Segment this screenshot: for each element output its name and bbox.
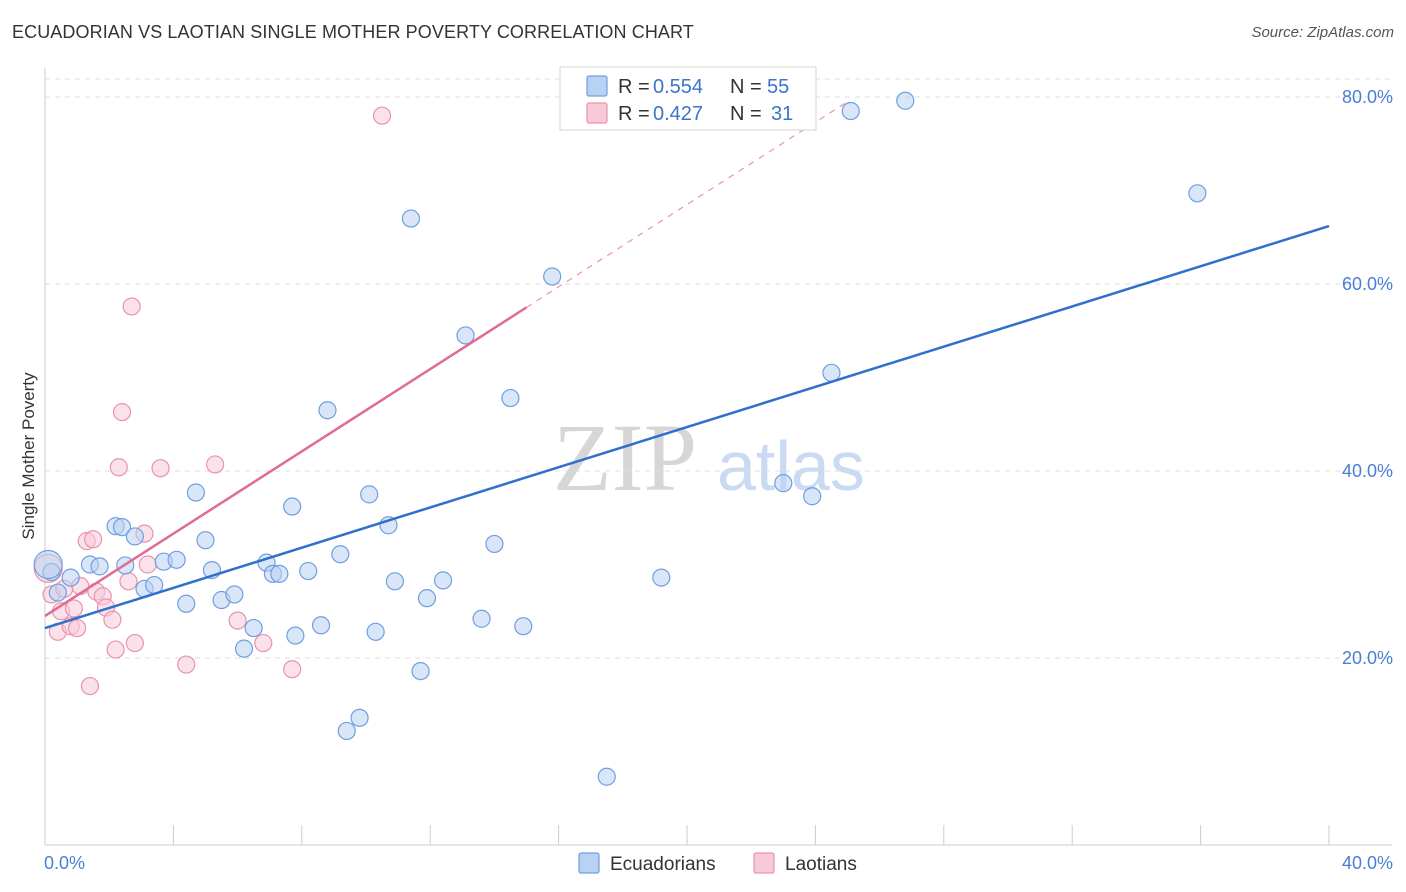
- source-credit: Source: ZipAtlas.com: [1251, 24, 1394, 41]
- ecuadorian-point-49: [803, 487, 822, 506]
- bottom-legend-label-laotians: Laotians: [785, 854, 857, 875]
- legend-r-label-2: R =: [618, 103, 650, 125]
- ecuadorian-point-53: [1188, 184, 1207, 203]
- x-tick-label-max: 40.0%: [1342, 853, 1393, 873]
- y-tick-label-20: 20.0%: [1342, 648, 1393, 668]
- ecuadorian-point-44: [514, 617, 533, 636]
- ecuadorian-point-33: [366, 622, 385, 641]
- ecuadorian-point-41: [472, 609, 491, 628]
- y-tick-label-40: 40.0%: [1342, 461, 1393, 481]
- ecuadorian-point-47: [652, 568, 671, 587]
- y-tick-label-60: 60.0%: [1342, 274, 1393, 294]
- ecuadorian-point-2: [61, 568, 80, 587]
- x-axis-ticks: [44, 825, 1330, 845]
- ecuadorian-point-43: [501, 388, 520, 408]
- ecuadorian-point-15: [196, 531, 215, 550]
- chart-title: ECUADORIAN VS LAOTIAN SINGLE MOTHER POVE…: [12, 22, 694, 42]
- ecuadorian-point-26: [299, 561, 318, 581]
- ecuadorian-point-18: [225, 585, 244, 604]
- legend-swatch-laotian: [586, 102, 608, 124]
- laotian-point-26: [206, 455, 225, 474]
- ecuadorian-point-35: [385, 572, 404, 591]
- ecuadorian-point-1: [48, 583, 67, 602]
- laotian-trend-extension: [526, 101, 848, 308]
- legend-r-value-1: 0.554: [653, 76, 703, 98]
- ecuadorian-point-29: [331, 545, 350, 564]
- ecuadorian-point-51: [841, 101, 860, 121]
- bottom-legend: Ecuadorians Laotians: [578, 852, 857, 875]
- laotian-point-29: [283, 660, 302, 679]
- laotian-point-24: [151, 459, 170, 478]
- y-axis-label: Single Mother Poverty: [19, 372, 38, 540]
- y-tick-label-80: 80.0%: [1342, 87, 1393, 107]
- bottom-legend-swatch-laotians: [753, 852, 775, 874]
- ecuadorian-point-27: [311, 616, 331, 635]
- ecuadorian-point-39: [433, 571, 453, 590]
- laotian-point-10: [80, 676, 100, 696]
- laotian-point-25: [177, 655, 196, 674]
- ecuadorian-point-37: [411, 661, 430, 681]
- ecuadorian-point-48: [774, 474, 793, 493]
- ecuadorian-point-20: [244, 618, 263, 638]
- laotian-point-23: [138, 555, 157, 574]
- laotian-point-6: [64, 599, 83, 618]
- legend-n-value-1: 55: [767, 76, 789, 98]
- ecuadorian-point-32: [360, 485, 379, 504]
- laotian-point-21: [125, 633, 144, 653]
- y-tick-labels: 20.0% 40.0% 60.0% 80.0%: [1342, 87, 1393, 668]
- ecuadorian-points: [33, 91, 1207, 786]
- laotian-point-20: [122, 297, 141, 316]
- legend-swatch-ecuadorian: [586, 75, 608, 97]
- legend-r-value-2: 0.427: [653, 103, 703, 125]
- laotian-point-19: [119, 572, 138, 591]
- laotian-points: [33, 106, 392, 696]
- laotian-point-17: [109, 458, 128, 477]
- laotian-trend-line: [44, 306, 528, 617]
- legend-n-value-2: 31: [771, 103, 793, 125]
- ecuadorian-point-6: [112, 517, 132, 537]
- ecuadorian-point-52: [896, 91, 915, 110]
- legend-n-label-1: N =: [730, 76, 762, 98]
- ecuadorian-point-46: [597, 767, 616, 786]
- ecuadorian-point-14: [186, 483, 205, 502]
- laotian-point-15: [103, 610, 122, 629]
- ecuadorian-point-12: [167, 550, 186, 569]
- laotian-point-18: [112, 402, 132, 422]
- laotian-point-30: [372, 106, 392, 125]
- ecuadorian-point-54: [33, 549, 63, 580]
- watermark-atlas: atlas: [717, 427, 865, 505]
- grid-lines: [45, 78, 1392, 659]
- ecuadorian-point-4: [90, 557, 109, 576]
- ecuadorian-point-23: [270, 564, 289, 583]
- ecuadorian-point-19: [234, 639, 254, 658]
- ecuadorian-point-8: [125, 527, 144, 546]
- trend-lines: [44, 101, 1330, 630]
- ecuadorian-point-28: [318, 401, 337, 420]
- watermark-zip: ZIP: [553, 404, 697, 511]
- x-tick-label-min: 0.0%: [44, 853, 85, 873]
- ecuadorian-point-30: [337, 721, 356, 741]
- laotian-point-27: [228, 611, 247, 630]
- legend-r-label-1: R =: [618, 76, 650, 98]
- ecuadorian-trend-line: [44, 224, 1330, 630]
- legend-box: R = 0.554 N = 55 R = 0.427 N = 31: [559, 66, 817, 131]
- bottom-legend-swatch-ecuadorians: [578, 852, 600, 874]
- laotian-point-11: [84, 530, 103, 549]
- bottom-legend-label-ecuadorians: Ecuadorians: [610, 854, 716, 875]
- ecuadorian-point-45: [543, 267, 562, 286]
- ecuadorian-point-40: [456, 326, 475, 345]
- ecuadorian-point-42: [485, 534, 504, 554]
- laotian-point-28: [254, 633, 273, 653]
- laotian-point-7: [67, 618, 87, 638]
- ecuadorian-point-25: [286, 626, 305, 645]
- ecuadorian-point-31: [350, 708, 369, 727]
- ecuadorian-point-13: [177, 594, 196, 613]
- legend-n-label-2: N =: [730, 103, 762, 125]
- laotian-point-16: [106, 640, 125, 659]
- ecuadorian-point-36: [401, 209, 421, 228]
- ecuadorian-point-38: [417, 589, 437, 608]
- ecuadorian-point-24: [283, 497, 302, 516]
